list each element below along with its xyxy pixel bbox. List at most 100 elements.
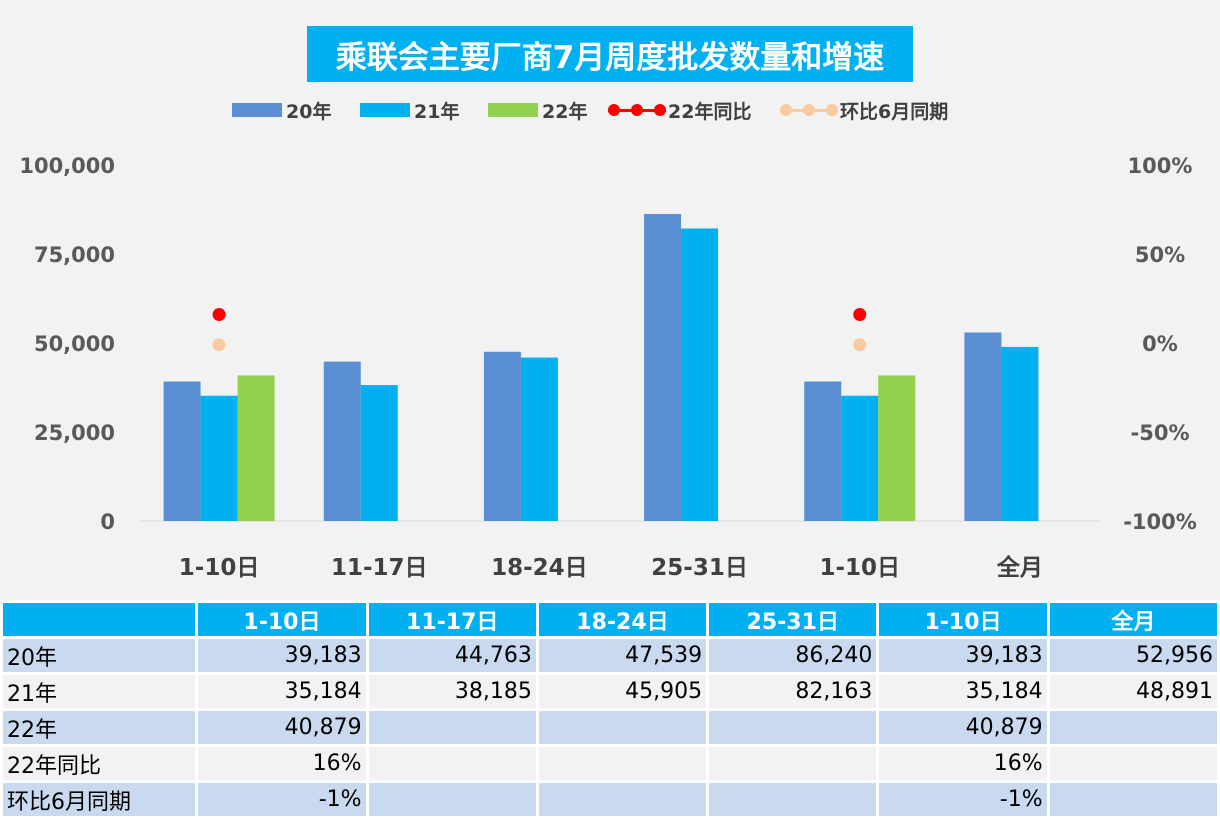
line-point [853,338,867,352]
x-tick-label: 11-17日 [331,555,428,581]
y-right-tick-label: 50% [1135,243,1185,267]
table-row-label: 21年 [3,675,196,708]
table-cell [709,711,877,744]
table-cell: 44,763 [368,639,536,672]
table-cell: 40,879 [879,711,1047,744]
legend-item: 21年 [360,96,459,124]
table-cell: -1% [879,783,1047,816]
legend: 20年 21年 22年 22年同比 环比6月同期 [0,96,1220,124]
legend-item: 22年 [488,96,587,124]
legend-label: 22年同比 [668,100,752,123]
table-cell [1049,783,1217,816]
table-header-cell: 18-24日 [538,603,707,636]
legend-swatch [488,103,538,117]
x-tick-label: 25-31日 [651,555,748,581]
table-cell: 35,184 [879,675,1047,708]
legend-item: 20年 [232,96,331,124]
legend-label: 21年 [414,100,460,123]
x-tick-label: 1-10日 [179,555,260,581]
table-header-cell: 11-17日 [368,603,536,636]
line-point [212,308,226,322]
y-right-tick-label: -50% [1131,421,1190,445]
table-row: 22年同比 16% 16% [3,747,1217,780]
chart-area: 0 25,000 50,000 75,000 100,000 -100% -50% 0% 50%… [0,0,1220,600]
table-cell: 40,879 [198,711,366,744]
table-row: 环比6月同期 -1% -1% [3,783,1217,816]
bar [804,381,842,521]
table-cell [538,783,707,816]
table-cell [1049,747,1217,780]
table-row: 20年 39,183 44,763 47,539 86,240 39,183 5… [3,639,1217,672]
table-cell: 52,956 [1049,639,1217,672]
table-row-label: 22年同比 [3,747,196,780]
table-header-row: 1-10日 11-17日 18-24日 25-31日 1-10日 全月 [3,603,1217,636]
table-row: 21年 35,184 38,185 45,905 82,163 35,184 4… [3,675,1217,708]
table-cell: 82,163 [709,675,877,708]
y-left-tick-label: 75,000 [34,243,115,267]
table-row-label: 环比6月同期 [3,783,196,816]
table-cell [538,747,707,780]
legend-item: 环比6月同期 [780,96,948,124]
legend-swatch [780,103,838,117]
chart-title: 乘联会主要厂商7月周度批发数量和增速 [307,26,913,82]
table-cell: 35,184 [198,675,366,708]
bar [163,381,201,521]
y-left-tick-label: 50,000 [34,332,115,356]
table-header-cell: 1-10日 [879,603,1047,636]
bar [878,375,916,521]
table-cell: 86,240 [709,639,877,672]
table-cell [368,747,536,780]
bar [483,351,521,521]
y-right-tick-label: -100% [1123,510,1197,534]
x-tick-label: 全月 [996,554,1043,581]
y-left-tick-label: 25,000 [34,421,115,445]
table-cell: 47,539 [538,639,707,672]
bar [1001,346,1039,521]
table-cell: -1% [198,783,366,816]
table-cell [709,783,877,816]
table-cell: 39,183 [198,639,366,672]
bar [644,213,682,521]
y-left-tick-label: 0 [100,510,115,534]
legend-item: 22年同比 [608,96,751,124]
bar [964,332,1002,521]
legend-label: 22年 [542,100,588,123]
table-header-cell [3,603,196,636]
table-cell: 48,891 [1049,675,1217,708]
chart-svg: 0 25,000 50,000 75,000 100,000 -100% -50% 0% 50%… [19,154,1197,581]
table-cell: 16% [198,747,366,780]
table-cell: 45,905 [538,675,707,708]
bar [360,385,398,521]
y-right-tick-label: 100% [1128,154,1193,178]
table-cell: 38,185 [368,675,536,708]
table-cell [709,747,877,780]
x-tick-label: 1-10日 [819,555,900,581]
table-header-cell: 全月 [1049,603,1217,636]
table-cell [538,711,707,744]
table-cell: 16% [879,747,1047,780]
table-header-cell: 25-31日 [709,603,877,636]
line-point [212,338,226,352]
table-cell: 39,183 [879,639,1047,672]
legend-swatch [360,103,410,117]
bar [520,357,558,521]
legend-swatch [608,103,666,117]
legend-label: 环比6月同期 [840,100,949,123]
legend-label: 20年 [286,100,332,123]
table-cell [1049,711,1217,744]
table-row-label: 20年 [3,639,196,672]
bar [200,395,238,521]
table-cell [368,711,536,744]
table-cell [368,783,536,816]
bar [323,361,361,521]
line-point [853,308,867,322]
x-tick-label: 18-24日 [491,555,588,581]
bar [237,375,275,521]
data-table: 1-10日 11-17日 18-24日 25-31日 1-10日 全月 20年 … [0,600,1220,819]
bar [841,395,879,521]
y-right-tick-label: 0% [1142,332,1178,356]
bar [681,228,719,521]
table-header-cell: 1-10日 [198,603,366,636]
table-row: 22年 40,879 40,879 [3,711,1217,744]
table-row-label: 22年 [3,711,196,744]
